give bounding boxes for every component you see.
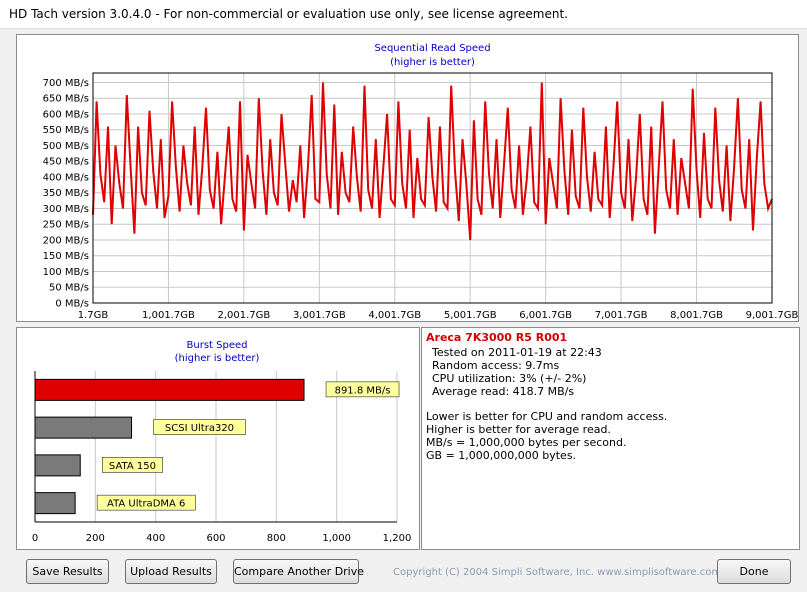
y-tick-label: 100 MB/s bbox=[43, 267, 89, 278]
x-tick-label: 6,001.7GB bbox=[519, 310, 572, 321]
drive-name: Areca 7K3000 R5 R001 bbox=[426, 331, 568, 344]
note-line: MB/s = 1,000,000 bytes per second. bbox=[426, 436, 627, 449]
x-tick-label: 2,001.7GB bbox=[217, 310, 270, 321]
cpu-utilization: CPU utilization: 3% (+/- 2%) bbox=[432, 372, 587, 385]
window-title: HD Tach version 3.0.4.0 - For non-commer… bbox=[9, 7, 568, 21]
x-tick-label: 800 bbox=[267, 533, 286, 544]
plot-border bbox=[92, 72, 773, 304]
y-tick-label: 150 MB/s bbox=[43, 251, 89, 262]
sequential-read-panel: Sequential Read Speed (higher is better) 0… bbox=[16, 34, 799, 322]
save-results-button[interactable]: Save Results bbox=[26, 559, 109, 584]
tested-on: Tested on 2011-01-19 at 22:43 bbox=[432, 346, 602, 359]
x-tick-label: 4,001.7GB bbox=[368, 310, 421, 321]
burst-speed-panel: Burst Speed (higher is better) 0 200 400 600 8… bbox=[16, 327, 420, 550]
x-tick-label: 0 bbox=[32, 533, 38, 544]
note-line: Higher is better for average read. bbox=[426, 423, 611, 436]
copyright-text: Copyright (C) 2004 Simpli Software, Inc.… bbox=[393, 567, 722, 578]
x-tick-label: 1,000 bbox=[322, 533, 351, 544]
sequential-read-chart: Sequential Read Speed (higher is better) 0… bbox=[43, 43, 798, 321]
bar-label-box bbox=[96, 494, 196, 511]
x-tick-label: 7,001.7GB bbox=[595, 310, 648, 321]
y-tick-label: 550 MB/s bbox=[43, 125, 89, 136]
x-tick-label: 9,001.7GB bbox=[746, 310, 798, 321]
done-button[interactable]: Done bbox=[717, 559, 791, 584]
y-tick-label: 200 MB/s bbox=[43, 235, 89, 246]
bar-label-box bbox=[153, 419, 246, 435]
x-tick-label: 5,001.7GB bbox=[444, 310, 497, 321]
y-tick-label: 350 MB/s bbox=[43, 188, 89, 199]
bar-label: ATA UltraDMA 6 bbox=[107, 499, 185, 510]
random-access: Random access: 9.7ms bbox=[432, 359, 560, 372]
chart-title: Sequential Read Speed bbox=[374, 43, 490, 54]
x-tick-label: 200 bbox=[86, 533, 105, 544]
y-tick-label: 50 MB/s bbox=[49, 283, 89, 294]
read-speed-line bbox=[92, 82, 773, 241]
bar-label-box bbox=[102, 457, 163, 473]
upload-results-button[interactable]: Upload Results bbox=[125, 559, 217, 584]
chart-subtitle: (higher is better) bbox=[175, 353, 260, 364]
bar-label: SCSI Ultra320 bbox=[165, 423, 234, 434]
chart-title: Burst Speed bbox=[187, 340, 248, 351]
bar-label: SATA 150 bbox=[109, 461, 156, 472]
bar bbox=[34, 492, 76, 515]
x-tick-label: 8,001.7GB bbox=[670, 310, 723, 321]
bar bbox=[34, 378, 305, 401]
results-info-panel: Areca 7K3000 R5 R001 Tested on 2011-01-1… bbox=[421, 327, 800, 550]
y-tick-label: 300 MB/s bbox=[43, 204, 89, 215]
y-tick-label: 650 MB/s bbox=[43, 94, 89, 105]
y-tick-label: 450 MB/s bbox=[43, 157, 89, 168]
burst-speed-chart: Burst Speed (higher is better) 0 200 400 600 8… bbox=[32, 340, 412, 544]
bar-label: 891.8 MB/s bbox=[335, 385, 391, 396]
y-tick-label: 500 MB/s bbox=[43, 141, 89, 152]
y-tick-label: 600 MB/s bbox=[43, 109, 89, 120]
x-tick-label: 3,001.7GB bbox=[293, 310, 346, 321]
y-tick-label: 0 MB/s bbox=[55, 299, 89, 310]
note-line: Lower is better for CPU and random acces… bbox=[426, 410, 668, 423]
y-tick-label: 700 MB/s bbox=[43, 78, 89, 89]
x-tick-label: 400 bbox=[146, 533, 165, 544]
chart-subtitle: (higher is better) bbox=[390, 57, 475, 68]
x-tick-label: 600 bbox=[206, 533, 225, 544]
note-line: GB = 1,000,000,000 bytes. bbox=[426, 449, 577, 462]
x-tick-label: 1,001.7GB bbox=[142, 310, 195, 321]
y-tick-label: 250 MB/s bbox=[43, 220, 89, 231]
bar-label-box bbox=[325, 381, 400, 398]
bar bbox=[34, 454, 81, 477]
y-tick-label: 400 MB/s bbox=[43, 172, 89, 183]
title-bar: HD Tach version 3.0.4.0 - For non-commer… bbox=[0, 0, 807, 29]
x-tick-label: 1,200 bbox=[383, 533, 412, 544]
compare-another-drive-button[interactable]: Compare Another Drive bbox=[233, 559, 364, 584]
average-read: Average read: 418.7 MB/s bbox=[432, 385, 575, 398]
x-tick-label: 1.7GB bbox=[78, 310, 109, 321]
bar bbox=[34, 416, 133, 439]
